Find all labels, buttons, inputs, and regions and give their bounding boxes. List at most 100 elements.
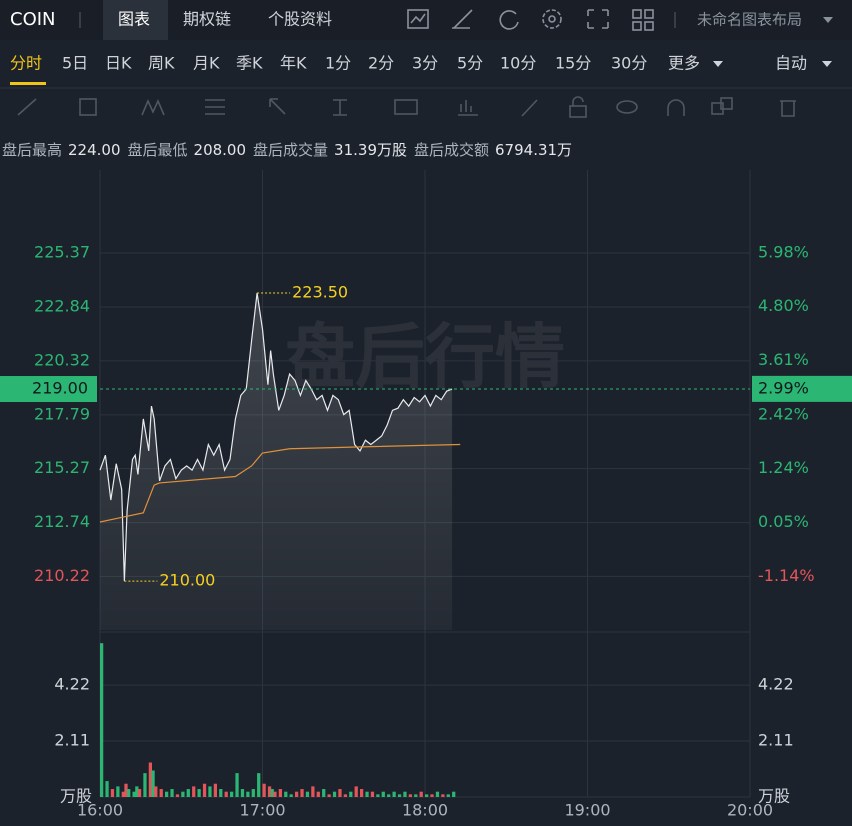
volume-bar bbox=[289, 794, 293, 797]
volume-bar bbox=[349, 791, 353, 797]
timeframe[interactable]: 月K bbox=[193, 54, 220, 73]
volume-bar bbox=[403, 791, 407, 797]
dropdown-arrow bbox=[823, 17, 833, 23]
volume-bar bbox=[132, 791, 136, 797]
price-line bbox=[99, 292, 453, 582]
timeframe[interactable]: 5日 bbox=[62, 54, 88, 73]
info-value: 6794.31万 bbox=[495, 141, 572, 159]
last-price-box bbox=[0, 376, 97, 403]
info-value: 224.00 bbox=[68, 141, 121, 159]
average-line bbox=[99, 443, 461, 523]
tab-active-bg bbox=[103, 0, 168, 40]
volume-bar bbox=[143, 773, 147, 797]
drawing-tools[interactable] bbox=[17, 96, 796, 118]
layout-name[interactable]: 未命名图表布局 bbox=[697, 11, 802, 29]
last-change-box bbox=[752, 375, 852, 402]
y2-tick-label: 0.05% bbox=[758, 512, 809, 531]
volume-bar bbox=[327, 794, 331, 797]
volume-bar bbox=[338, 789, 342, 797]
volume-bar bbox=[311, 786, 315, 797]
y2-tick-label: 4.22 bbox=[758, 675, 794, 694]
y2-tick-label: 4.80% bbox=[758, 296, 809, 315]
volume-bar bbox=[295, 791, 299, 797]
ticker: COIN bbox=[10, 9, 56, 30]
toolbar-icons[interactable] bbox=[407, 9, 654, 31]
volume-bar bbox=[408, 794, 412, 797]
timeframe[interactable]: 更多 bbox=[668, 54, 700, 73]
volume-bar bbox=[110, 789, 115, 797]
timeframe[interactable]: 3分 bbox=[412, 54, 438, 73]
volume-bar bbox=[430, 794, 434, 797]
timeframe-underline bbox=[10, 82, 46, 85]
y2-tick-label: 5.98% bbox=[758, 243, 809, 262]
last-price-label: 219.00 bbox=[32, 379, 88, 398]
volume-bar bbox=[100, 643, 104, 797]
volume-bar bbox=[446, 794, 450, 797]
y2-tick-label: -1.14% bbox=[758, 566, 815, 585]
timeframe[interactable]: 1分 bbox=[325, 54, 351, 73]
volume-bar bbox=[224, 791, 228, 797]
volume-bar bbox=[151, 770, 155, 797]
x-tick-label: 16:00 bbox=[77, 801, 123, 820]
volume-bar bbox=[202, 783, 207, 797]
y2-tick-label: 2.11 bbox=[758, 731, 794, 750]
unit-label: 万股 bbox=[758, 787, 790, 806]
y-tick-label: 220.32 bbox=[34, 350, 90, 369]
timeframe[interactable]: 分时 bbox=[10, 54, 42, 73]
tab[interactable]: 期权链 bbox=[183, 10, 231, 29]
info-label: 盘后最低 bbox=[128, 141, 188, 159]
volume-bar bbox=[354, 786, 358, 797]
info-label: 盘后成交额 bbox=[414, 141, 489, 159]
x-tick-label: 19:00 bbox=[564, 801, 610, 820]
volume-bar bbox=[343, 794, 347, 797]
y-tick-label: 225.37 bbox=[34, 243, 90, 262]
timeframe[interactable]: 周K bbox=[148, 54, 175, 73]
volume-bar bbox=[397, 794, 402, 797]
tab[interactable]: 个股资料 bbox=[268, 10, 332, 29]
price-area bbox=[100, 292, 453, 630]
volume-bar bbox=[365, 791, 369, 797]
timeframe[interactable]: 10分 bbox=[500, 54, 536, 73]
volume-bar bbox=[316, 791, 320, 797]
info-value: 208.00 bbox=[194, 141, 247, 159]
volume-bar bbox=[322, 789, 326, 797]
volume-bar bbox=[267, 786, 272, 797]
x-tick-label: 20:00 bbox=[727, 801, 773, 820]
last-change-label: 2.99% bbox=[758, 378, 809, 397]
tab[interactable]: 图表 bbox=[118, 10, 150, 29]
volume-bar bbox=[370, 791, 375, 797]
volume-bar bbox=[381, 791, 385, 797]
volume-bar bbox=[262, 783, 266, 797]
mode[interactable]: 自动 bbox=[775, 54, 807, 73]
y-tick-label: 212.74 bbox=[34, 512, 90, 531]
volume-bar bbox=[208, 786, 212, 797]
timeframe[interactable]: 年K bbox=[280, 54, 307, 73]
volume-bar bbox=[159, 789, 163, 797]
annotation-label: 210.00 bbox=[159, 571, 215, 590]
volume-bar bbox=[300, 789, 304, 797]
timeframe-bar: 分时 5日 日K 周K 月K 季K 年K 1分 2分 3分 5分 10分 15分 30分 更多 bbox=[10, 54, 723, 85]
timeframe[interactable]: 30分 bbox=[611, 54, 647, 73]
timeframe[interactable]: 季K bbox=[236, 54, 263, 73]
timeframe[interactable]: 15分 bbox=[555, 54, 591, 73]
y2-tick-label: 3.61% bbox=[758, 350, 809, 369]
volume-bar bbox=[137, 789, 142, 797]
dropdown-arrow bbox=[822, 61, 832, 67]
volume-bar bbox=[376, 794, 380, 797]
timeframe[interactable]: 日K bbox=[105, 54, 132, 73]
y-tick-label: 215.27 bbox=[34, 458, 90, 477]
x-tick-label: 17:00 bbox=[239, 801, 285, 820]
volume-bar bbox=[121, 791, 125, 797]
volume-bar bbox=[124, 783, 128, 797]
volume-bar bbox=[452, 791, 456, 797]
volume-bar bbox=[105, 781, 109, 797]
volume-bar bbox=[305, 791, 310, 797]
y-tick-label: 222.84 bbox=[34, 297, 90, 316]
timeframe[interactable]: 5分 bbox=[457, 54, 483, 73]
timeframe[interactable]: 2分 bbox=[368, 54, 394, 73]
y2-tick-label: 2.42% bbox=[758, 404, 809, 423]
y2-tick-label: 1.24% bbox=[758, 458, 809, 477]
volume-bar bbox=[246, 791, 250, 797]
